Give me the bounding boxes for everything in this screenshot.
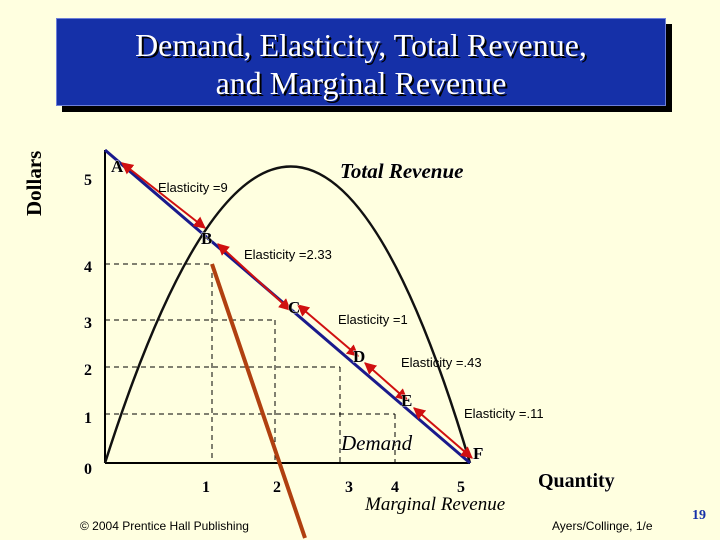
y-tick-5: 5 (84, 172, 92, 189)
point-e-label: E (401, 391, 412, 410)
x-tick-2: 2 (273, 479, 281, 496)
demand-label: Demand (340, 431, 413, 455)
point-a-label: A (111, 157, 124, 176)
total-revenue-label: Total Revenue (340, 159, 463, 183)
marginal-revenue-label: Marginal Revenue (364, 494, 505, 515)
y-tick-0: 0 (84, 461, 92, 478)
page-number: 19 (692, 508, 706, 523)
x-tick-4: 4 (391, 479, 399, 496)
elasticity-label-d-e: Elasticity =.43 (401, 355, 482, 370)
y-tick-1: 1 (84, 410, 92, 427)
elasticity-label-c-d: Elasticity =1 (338, 312, 408, 327)
arrow-e-f (413, 407, 473, 459)
arrow-c-d (297, 304, 359, 357)
y-tick-4: 4 (84, 259, 92, 276)
elasticity-label-a-b: Elasticity =9 (158, 180, 228, 195)
y-tick-2: 2 (84, 362, 92, 379)
copyright-text: © 2004 Prentice Hall Publishing (80, 519, 249, 533)
x-tick-3: 3 (345, 479, 353, 496)
x-axis-label: Quantity (538, 470, 615, 492)
point-f-label: F (473, 444, 483, 463)
arrow-d-e (364, 362, 408, 401)
point-c-label: C (288, 298, 300, 317)
title-banner: Demand, Elasticity, Total Revenue, and M… (56, 18, 666, 106)
total-revenue-curve (103, 165, 472, 464)
y-tick-3: 3 (84, 315, 92, 332)
arrow-a-b (121, 162, 206, 229)
x-tick-1: 1 (202, 479, 210, 496)
guide-lines (105, 263, 396, 463)
point-d-label: D (353, 347, 365, 366)
elasticity-label-b-c: Elasticity =2.33 (244, 247, 332, 262)
point-b-label: B (201, 229, 212, 248)
title-line-1: Demand, Elasticity, Total Revenue, (135, 27, 587, 63)
authors-text: Ayers/Collinge, 1/e (552, 519, 653, 533)
title-line-2: and Marginal Revenue (215, 65, 507, 101)
x-tick-5: 5 (457, 479, 465, 496)
arrow-b-c (217, 243, 291, 311)
elasticity-label-e-f: Elasticity =.11 (464, 406, 544, 421)
